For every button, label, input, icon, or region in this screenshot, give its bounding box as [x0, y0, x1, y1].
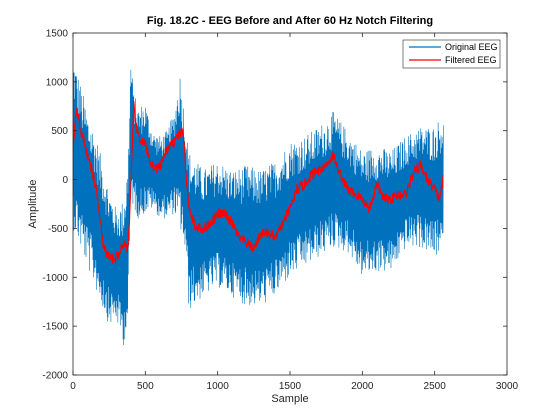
axis-ticks: 0 500 1000 1500 2000 2500 3000 -2000 -1500 -1000 -…	[42, 29, 518, 393]
y-tick-label: 500	[51, 126, 68, 137]
x-tick-label: 500	[137, 381, 154, 392]
legend-box	[402, 39, 501, 69]
y-tick-label: 0	[62, 175, 68, 186]
x-tick-label: 1500	[279, 381, 302, 392]
original-eeg-line	[73, 69, 444, 346]
y-axis-label: Amplitude	[27, 180, 39, 229]
x-tick-label: 2000	[351, 381, 374, 392]
y-tick-label: -1500	[42, 322, 68, 333]
original-eeg-series	[73, 69, 444, 346]
chart-title: Fig. 18.2C - EEG Before and After 60 Hz …	[147, 15, 433, 27]
legend: Original EEG Filtered EEG	[402, 39, 501, 69]
y-tick-label: -2000	[42, 371, 68, 382]
filtered-eeg-series	[73, 101, 444, 265]
y-tick-label: 1500	[46, 29, 69, 40]
legend-label-original: Original EEG	[445, 42, 498, 52]
x-tick-label: 1000	[207, 381, 230, 392]
y-tick-label: -500	[48, 224, 68, 235]
y-tick-label: -1000	[42, 273, 68, 284]
x-axis-label: Sample	[271, 393, 308, 405]
filtered-eeg-line	[73, 101, 444, 265]
y-tick-label: 1000	[46, 77, 69, 88]
legend-label-filtered: Filtered EEG	[445, 55, 497, 65]
x-tick-label: 2500	[424, 381, 447, 392]
x-tick-label: 0	[70, 381, 76, 392]
x-tick-label: 3000	[496, 381, 519, 392]
